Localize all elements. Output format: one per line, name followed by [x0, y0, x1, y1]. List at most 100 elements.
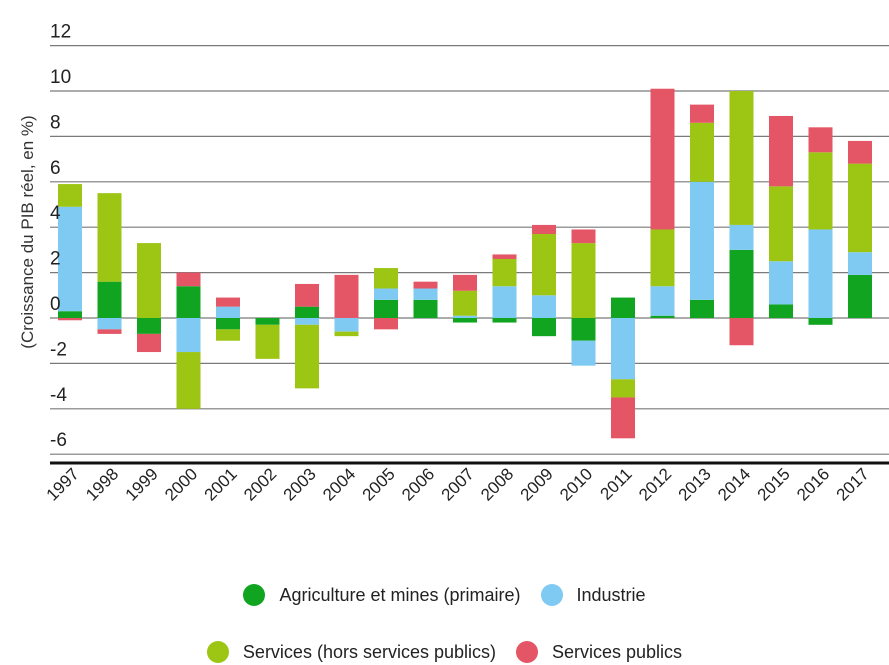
bar-segment [295, 306, 319, 318]
y-tick-label: 6 [50, 158, 61, 179]
bar-segment [571, 243, 596, 318]
x-tick-label: 1997 [43, 464, 83, 504]
legend-item-agriculture: Agriculture et mines (primaire) [243, 584, 521, 606]
bar-segment [690, 104, 714, 123]
bar-segment [690, 122, 714, 182]
x-tick-label: 2017 [833, 464, 873, 504]
bar-segment [808, 318, 833, 325]
x-tick-label: 2001 [201, 464, 241, 504]
legend-swatch-agriculture [243, 584, 266, 606]
legend-label-services: Services (hors services publics) [242, 641, 496, 662]
x-tick-label: 2011 [597, 464, 636, 503]
bar-segment [650, 229, 675, 287]
bar-segment [295, 324, 319, 389]
x-tick-label: 2005 [359, 464, 399, 504]
bar-segment [808, 127, 833, 153]
bar-segment [848, 252, 872, 275]
bar-segment [729, 224, 754, 250]
bar-segment [58, 206, 82, 312]
legend-item-services-publics: Services publics [516, 641, 682, 663]
bar-segment [137, 243, 161, 318]
x-tick-label: 2007 [438, 464, 478, 504]
y-tick-label: 10 [50, 67, 71, 88]
bar-segment [571, 229, 596, 244]
bar-segment [58, 184, 82, 207]
x-tick-label: 2014 [714, 464, 754, 504]
x-tick-label: 2008 [477, 464, 517, 504]
legend-row-1: Agriculture et mines (primaire) Industri… [0, 584, 889, 606]
bar-segment [650, 88, 675, 230]
bar-segment [176, 286, 201, 318]
bar-segment [374, 299, 398, 318]
x-tick-label: 2009 [517, 464, 557, 504]
bar-segment [137, 318, 161, 334]
bar-segment [453, 318, 477, 323]
legend-swatch-industrie [540, 584, 563, 606]
y-tick-label: 8 [50, 112, 61, 133]
bar-segment [216, 318, 240, 330]
bar-segment [453, 290, 477, 316]
bar-segment [848, 140, 872, 164]
bar-segment [255, 318, 280, 325]
y-tick-label: -4 [50, 385, 67, 406]
y-tick-label: -6 [50, 430, 67, 451]
bar-segment [334, 331, 359, 337]
x-tick-label: 2004 [319, 464, 359, 504]
bar-segment [374, 288, 398, 300]
legend-swatch-services [206, 641, 229, 663]
y-tick-labels: 12 10 8 6 4 2 0 -2 -4 -6 [50, 22, 71, 452]
x-tick-labels: 1997 1998 1999 2000 2001 2002 2003 2004 2005 2006… [43, 464, 873, 504]
bar-segment [255, 324, 280, 359]
bar-segment [729, 249, 754, 318]
bar-segment [532, 234, 556, 296]
bar-segment [611, 379, 635, 398]
legend-label-agriculture: Agriculture et mines (primaire) [279, 584, 521, 605]
bar-segment [808, 152, 833, 230]
bar-segment [492, 318, 517, 323]
legend-row-2: Services (hors services publics) Service… [0, 641, 889, 663]
bar-segment [176, 352, 201, 409]
bar-segment [295, 283, 319, 307]
bar-segment [492, 258, 517, 287]
bar-segment [769, 186, 793, 262]
bar-segment [334, 274, 359, 318]
x-tick-label: 2000 [161, 464, 201, 504]
x-tick-label: 2015 [754, 464, 794, 504]
y-tick-label: 4 [50, 203, 61, 224]
x-tick-label: 2012 [635, 464, 675, 504]
bar-segment [295, 318, 319, 325]
bar-segment [374, 318, 398, 330]
bar-segment [848, 274, 872, 318]
bar-segment [492, 254, 517, 259]
bar-segment [769, 115, 793, 187]
bar-segment [729, 318, 754, 346]
bar-segment [690, 181, 714, 300]
bar-segment [97, 329, 122, 334]
x-tick-label: 2006 [398, 464, 438, 504]
x-tick-label: 1998 [82, 464, 122, 504]
bar-segment [137, 333, 161, 353]
bar-segment [58, 318, 82, 321]
bar-segment [58, 311, 82, 318]
legend-label-services-publics: Services publics [552, 641, 683, 662]
y-axis-title: (Croissance du PIB réel, en %) [18, 115, 37, 348]
bar-segment [374, 268, 398, 289]
bar-segment [453, 274, 477, 291]
bar-segment [769, 261, 793, 305]
bar-segment [97, 193, 122, 282]
y-tick-label: -2 [50, 339, 67, 360]
bar-segment [611, 318, 635, 380]
bar-segment [413, 281, 438, 289]
bar-segment [176, 272, 201, 287]
bar-segment [769, 304, 793, 318]
x-tick-label: 2010 [556, 464, 596, 504]
legend-item-services: Services (hors services publics) [206, 641, 496, 663]
legend-label-industrie: Industrie [576, 584, 646, 605]
bar-segment [413, 288, 438, 300]
bar-segment [611, 297, 635, 318]
y-tick-label: 0 [50, 294, 61, 315]
bars [58, 88, 872, 439]
bar-segment [532, 295, 556, 318]
bar-segment [453, 315, 477, 318]
bar-segment [97, 318, 122, 330]
